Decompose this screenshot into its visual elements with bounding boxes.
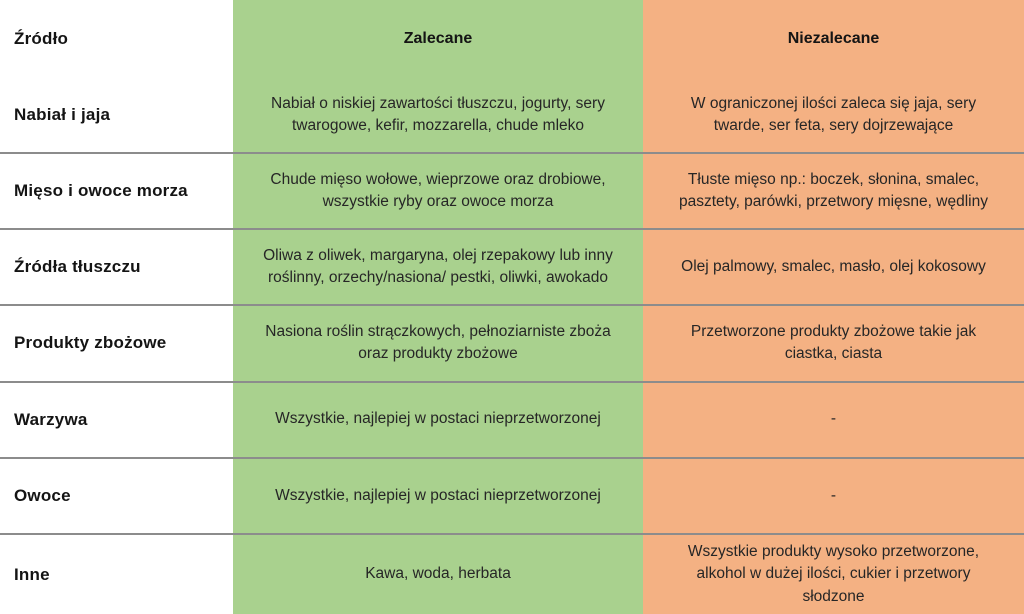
column-header-not-recommended: Niezalecane	[643, 0, 1024, 78]
row-label: Owoce	[0, 458, 233, 533]
column-header-recommended: Zalecane	[233, 0, 643, 78]
recommended-cell: Wszystkie, najlepiej w postaci nieprzetw…	[233, 458, 643, 533]
table-row-fat-sources: Źródła tłuszczu Oliwa z oliwek, margaryn…	[0, 228, 1024, 305]
table-row-grain-products: Produkty zbożowe Nasiona roślin strączko…	[0, 304, 1024, 381]
table-row-meat-seafood: Mięso i owoce morza Chude mięso wołowe, …	[0, 152, 1024, 229]
not-recommended-cell: Olej palmowy, smalec, masło, olej kokoso…	[643, 230, 1024, 305]
not-recommended-cell: Tłuste mięso np.: boczek, słonina, smale…	[643, 154, 1024, 229]
table-header-row: Źródło Zalecane Niezalecane	[0, 0, 1024, 78]
table-row-vegetables: Warzywa Wszystkie, najlepiej w postaci n…	[0, 380, 1024, 457]
recommended-cell: Kawa, woda, herbata	[233, 534, 643, 614]
recommended-cell: Nabiał o niskiej zawartości tłuszczu, jo…	[233, 78, 643, 153]
row-label: Mięso i owoce morza	[0, 154, 233, 229]
not-recommended-cell: W ograniczonej ilości zaleca się jaja, s…	[643, 78, 1024, 153]
row-label: Inne	[0, 534, 233, 614]
table-row-other: Inne Kawa, woda, herbata Wszystkie produ…	[0, 532, 1024, 614]
row-label: Produkty zbożowe	[0, 306, 233, 381]
row-label: Warzywa	[0, 382, 233, 457]
not-recommended-cell: Przetworzone produkty zbożowe takie jak …	[643, 306, 1024, 381]
not-recommended-cell: -	[643, 458, 1024, 533]
row-label: Źródła tłuszczu	[0, 230, 233, 305]
recommended-cell: Chude mięso wołowe, wieprzowe oraz drobi…	[233, 154, 643, 229]
column-header-source: Źródło	[0, 0, 233, 78]
not-recommended-cell: Wszystkie produkty wysoko przetworzone, …	[643, 534, 1024, 614]
row-label: Nabiał i jaja	[0, 78, 233, 153]
not-recommended-cell: -	[643, 382, 1024, 457]
recommended-cell: Oliwa z oliwek, margaryna, olej rzepakow…	[233, 230, 643, 305]
recommended-cell: Nasiona roślin strączkowych, pełnoziarni…	[233, 306, 643, 381]
table-row-fruits: Owoce Wszystkie, najlepiej w postaci nie…	[0, 456, 1024, 533]
table-row-dairy-eggs: Nabiał i jaja Nabiał o niskiej zawartośc…	[0, 78, 1024, 153]
recommended-cell: Wszystkie, najlepiej w postaci nieprzetw…	[233, 382, 643, 457]
